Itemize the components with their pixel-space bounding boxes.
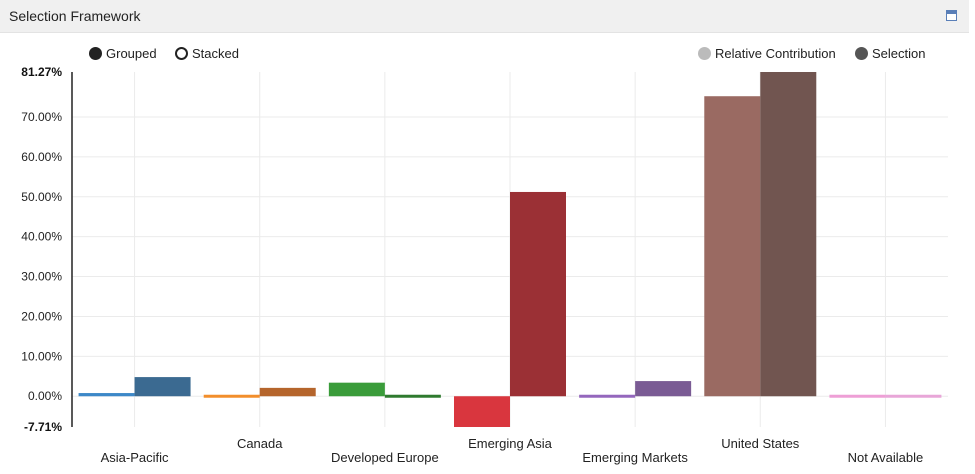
legend-dot-icon — [698, 47, 711, 60]
bar-relative-contribution — [704, 96, 761, 397]
stacked-radio[interactable]: Stacked — [175, 46, 239, 61]
legend-label: Selection — [872, 46, 926, 61]
y-min-label: -7.71% — [24, 420, 62, 434]
y-tick-label: 40.00% — [21, 230, 62, 244]
bar-selection — [635, 381, 692, 397]
y-max-label: 81.27% — [21, 65, 62, 79]
radio-selected-icon — [89, 47, 102, 60]
legend-dot-icon — [855, 47, 868, 60]
y-tick-label: 60.00% — [21, 150, 62, 164]
x-category-label: Asia-Pacific — [101, 450, 169, 465]
radio-unselected-icon — [175, 47, 188, 60]
bar-selection — [760, 72, 817, 397]
y-tick-label: 0.00% — [28, 389, 62, 403]
stacked-label: Stacked — [192, 46, 239, 61]
y-tick-label: 10.00% — [21, 349, 62, 363]
legend-item-selection[interactable]: Selection — [855, 46, 925, 61]
x-category-label: United States — [721, 436, 800, 451]
bar-selection — [384, 394, 441, 398]
x-category-label: Not Available — [848, 450, 924, 465]
y-tick-label: 70.00% — [21, 110, 62, 124]
bar-relative-contribution — [579, 394, 636, 398]
panel-titlebar: Selection Framework — [0, 0, 969, 33]
grouped-radio[interactable]: Grouped — [89, 46, 157, 61]
bar-relative-contribution — [829, 394, 886, 398]
legend-item-relative-contribution[interactable]: Relative Contribution — [698, 46, 836, 61]
grouped-label: Grouped — [106, 46, 157, 61]
legend-label: Relative Contribution — [715, 46, 836, 61]
y-tick-label: 50.00% — [21, 190, 62, 204]
bar-selection — [885, 394, 942, 398]
bar-relative-contribution — [454, 396, 510, 427]
y-tick-label: 30.00% — [21, 270, 62, 284]
bar-selection — [259, 387, 316, 397]
x-category-label: Emerging Markets — [582, 450, 688, 465]
x-category-label: Canada — [237, 436, 283, 451]
maximize-icon[interactable] — [946, 10, 957, 21]
bar-selection — [134, 377, 191, 397]
y-tick-label: 20.00% — [21, 309, 62, 323]
panel-title: Selection Framework — [9, 8, 141, 24]
bar-relative-contribution — [328, 382, 385, 397]
bar-selection — [510, 191, 566, 397]
x-category-label: Emerging Asia — [468, 436, 553, 451]
x-category-label: Developed Europe — [331, 450, 439, 465]
bar-relative-contribution — [203, 394, 260, 398]
bar-relative-contribution — [78, 393, 135, 397]
